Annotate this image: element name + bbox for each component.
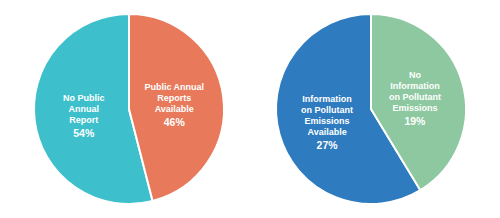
svg-text:No PublicAnnualReport54%: No PublicAnnualReport54%: [63, 93, 105, 139]
svg-text:NoInformationon PollutantEmiss: NoInformationon PollutantEmissions19%: [389, 70, 441, 127]
svg-text:Public AnnualReportsAvailable4: Public AnnualReportsAvailable46%: [144, 82, 204, 128]
svg-text:Informationon PollutantEmissio: Informationon PollutantEmissionsAvailabl…: [301, 94, 353, 151]
